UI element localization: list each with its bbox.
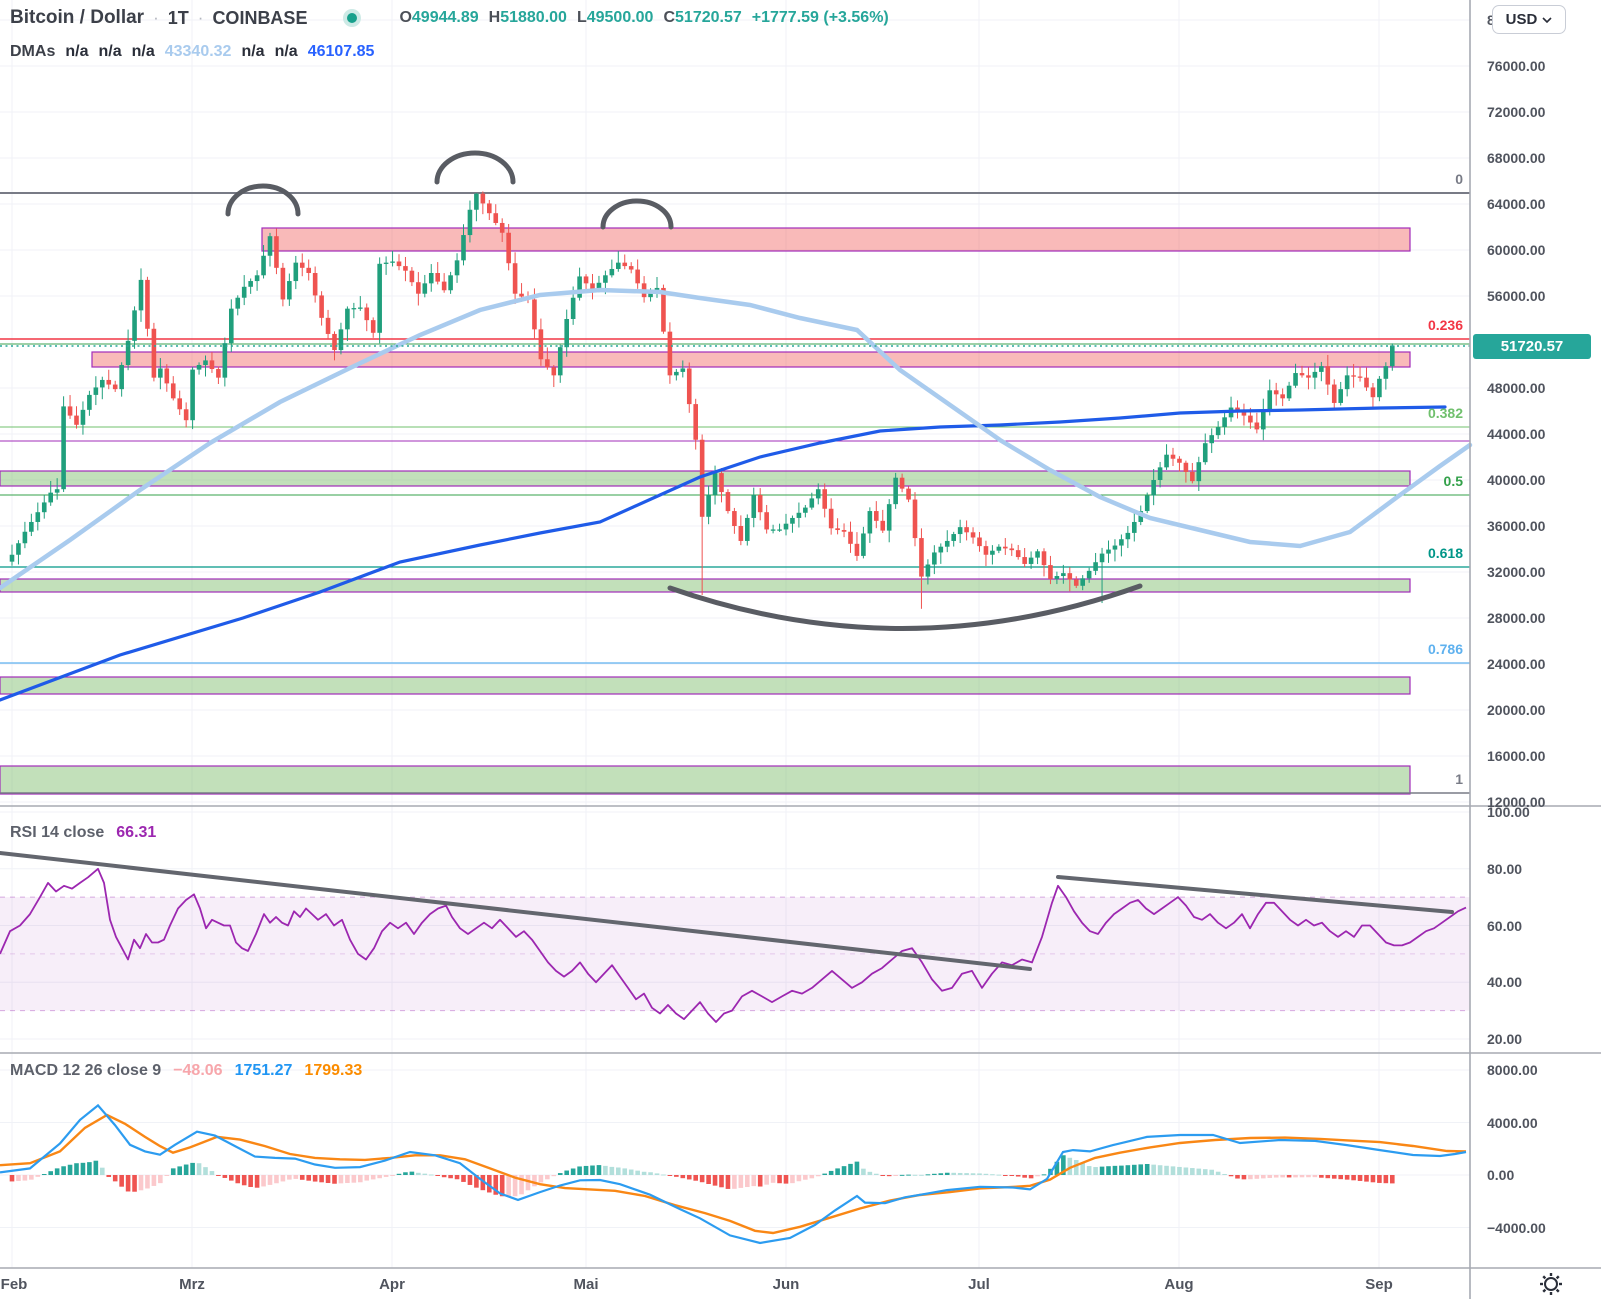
interval-label[interactable]: 1T <box>167 7 189 28</box>
fib-level-label: 0.5 <box>1443 473 1463 489</box>
exchange-label[interactable]: COINBASE <box>212 7 308 28</box>
price-axis-label: 32000.00 <box>1487 564 1546 580</box>
dma-value-6: n/a <box>274 43 298 60</box>
arc-annotation[interactable] <box>600 198 674 230</box>
macd-title[interactable]: MACD 12 26 close 9 <box>10 1062 162 1079</box>
macd-header: MACD 12 26 close 9 −48.06 1751.27 1799.3… <box>10 1062 362 1080</box>
rsi-axis-label: 20.00 <box>1487 1031 1523 1047</box>
time-axis-label-apr[interactable]: Apr <box>379 1276 405 1293</box>
price-axis-label: 24000.00 <box>1487 656 1546 672</box>
time-axis-label-mai[interactable]: Mai <box>573 1276 599 1293</box>
price-axis-label: 60000.00 <box>1487 242 1546 258</box>
settings-sun-icon[interactable] <box>1536 1270 1566 1298</box>
price-axis-label: 64000.00 <box>1487 196 1546 212</box>
macd-histogram <box>9 1155 1395 1197</box>
low-value: 49500.00 <box>586 9 654 26</box>
market-status-icon <box>341 7 363 29</box>
fib-level-label: 0.618 <box>1427 545 1463 561</box>
price-axis-label: 36000.00 <box>1487 518 1546 534</box>
fib-level-label: 0.236 <box>1427 317 1463 333</box>
dma-label[interactable]: DMAs <box>10 43 56 60</box>
rsi-header: RSI 14 close 66.31 <box>10 824 156 842</box>
macd-axis-label: 8000.00 <box>1487 1062 1538 1078</box>
close-value: 51720.57 <box>675 9 742 26</box>
supply-zone[interactable] <box>91 351 1411 368</box>
time-axis-label-feb[interactable]: Feb <box>0 1276 28 1293</box>
time-axis-label-jun[interactable]: Jun <box>772 1276 800 1293</box>
supply-zone[interactable] <box>261 227 1411 252</box>
arc-annotation[interactable] <box>225 183 301 217</box>
dma-value-5: n/a <box>241 43 265 60</box>
price-axis-label: 48000.00 <box>1487 380 1546 396</box>
fib-level-label: 0 <box>1455 171 1463 187</box>
rsi-trendline[interactable] <box>1056 875 1454 914</box>
time-axis-label-aug[interactable]: Aug <box>1164 1276 1194 1293</box>
chevron-down-icon <box>1542 16 1552 23</box>
price-axis-label: 44000.00 <box>1487 426 1546 442</box>
rsi-value: 66.31 <box>116 824 157 841</box>
fib-level-label: 0.382 <box>1427 405 1463 421</box>
change-value: +1777.59 (+3.56%) <box>751 9 889 26</box>
separator-dot: · <box>153 8 159 27</box>
open-value: 49944.89 <box>411 9 479 26</box>
price-axis-label: 72000.00 <box>1487 104 1546 120</box>
high-value: 51880.00 <box>500 9 567 26</box>
macd-hist-value: −48.06 <box>173 1062 223 1079</box>
rsi-title[interactable]: RSI 14 close <box>10 824 105 841</box>
price-axis-label: 68000.00 <box>1487 150 1546 166</box>
macd-signal-value: 1799.33 <box>304 1062 363 1079</box>
price-axis-label: 40000.00 <box>1487 472 1546 488</box>
ohlc-readout: O49944.89 H51880.00 L49500.00 C51720.57 … <box>399 9 889 26</box>
price-axis-label: 56000.00 <box>1487 288 1546 304</box>
rsi-band <box>0 897 1470 1011</box>
time-axis-label-mrz[interactable]: Mrz <box>179 1276 205 1293</box>
price-axis-label: 12000.00 <box>1487 794 1546 810</box>
ma-fast-line[interactable] <box>0 287 1473 591</box>
rsi-trendline[interactable] <box>0 851 1032 971</box>
rsi-line[interactable] <box>0 867 1467 1023</box>
price-axis-label: 76000.00 <box>1487 58 1546 74</box>
arc-annotation[interactable] <box>434 150 516 185</box>
ma-slow-line[interactable] <box>0 405 1447 702</box>
price-axis-label: 16000.00 <box>1487 748 1546 764</box>
dma-value-3: n/a <box>131 43 155 60</box>
currency-selector-button[interactable]: USD <box>1492 5 1566 34</box>
price-axis-label: 20000.00 <box>1487 702 1546 718</box>
dma-header: DMAs n/a n/a n/a 43340.32 n/a n/a 46107.… <box>10 43 374 61</box>
candles <box>9 191 1395 609</box>
macd-axis-label: 0.00 <box>1487 1167 1515 1183</box>
macd-line[interactable] <box>0 1103 1467 1245</box>
dma-value-2: n/a <box>98 43 122 60</box>
macd-signal-line[interactable] <box>0 1113 1467 1235</box>
fib-level-label: 0.786 <box>1427 641 1463 657</box>
fib-level-label: 1 <box>1455 771 1463 787</box>
symbol-name[interactable]: Bitcoin / Dollar <box>10 7 145 28</box>
macd-axis-label: 4000.00 <box>1487 1114 1538 1131</box>
last-price-tag: 51720.57 <box>1473 334 1591 359</box>
arc-annotation-bowl[interactable] <box>667 583 1143 631</box>
separator-dot: · <box>197 8 204 27</box>
price-axis-label: 28000.00 <box>1487 610 1546 626</box>
dma-value-4: 43340.32 <box>164 43 232 60</box>
macd-line-value: 1751.27 <box>234 1062 293 1079</box>
rsi-axis-label: 100.00 <box>1487 804 1530 820</box>
time-axis-label-sep[interactable]: Sep <box>1365 1276 1393 1293</box>
rsi-axis-label: 80.00 <box>1487 860 1523 877</box>
demand-zone[interactable] <box>0 765 1411 795</box>
dma-value-7: 46107.85 <box>307 43 375 60</box>
time-axis-label-jul[interactable]: Jul <box>968 1276 990 1293</box>
symbol-header: Bitcoin / Dollar · 1T · COINBASE O49944.… <box>10 7 889 29</box>
rsi-axis-label: 60.00 <box>1487 917 1523 934</box>
demand-zone[interactable] <box>0 676 1411 695</box>
rsi-axis-label: 40.00 <box>1487 974 1523 991</box>
macd-axis-label: −4000.00 <box>1487 1219 1546 1236</box>
demand-zone[interactable] <box>0 578 1411 593</box>
dma-value-1: n/a <box>65 43 89 60</box>
